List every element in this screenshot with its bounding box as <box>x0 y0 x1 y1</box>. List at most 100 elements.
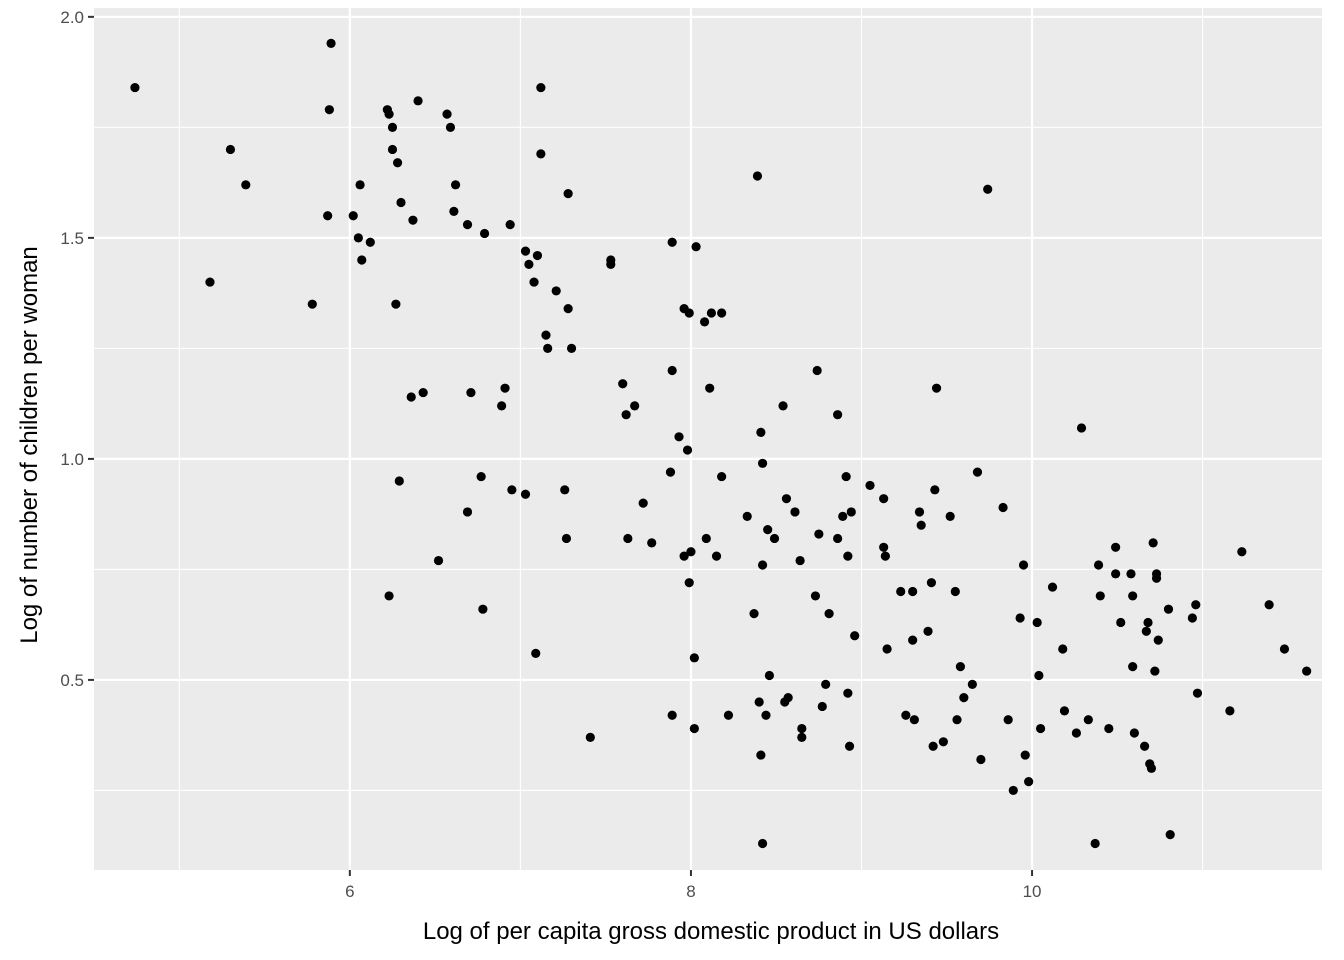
data-point <box>824 609 834 619</box>
data-point <box>1008 785 1018 796</box>
data-point <box>810 591 821 601</box>
data-point <box>606 259 616 269</box>
data-point <box>532 250 543 261</box>
plot-panel <box>94 8 1322 870</box>
data-point <box>621 410 631 420</box>
data-point <box>1104 723 1114 734</box>
data-point <box>880 551 890 561</box>
data-point <box>1071 728 1081 738</box>
data-point <box>843 551 853 561</box>
data-point <box>781 494 792 504</box>
data-point <box>1279 644 1290 654</box>
data-point <box>1090 838 1100 849</box>
data-point <box>391 299 401 309</box>
data-point <box>561 533 572 544</box>
data-point <box>926 578 937 588</box>
data-point <box>841 471 851 482</box>
data-point <box>355 180 365 190</box>
data-point <box>445 122 456 132</box>
data-point <box>392 158 403 168</box>
data-point <box>757 838 768 849</box>
data-point <box>955 662 966 672</box>
data-point <box>449 206 459 216</box>
data-point <box>972 467 983 477</box>
data-point <box>1225 706 1235 716</box>
data-point <box>764 670 775 681</box>
data-point <box>797 723 807 734</box>
data-point <box>387 122 398 132</box>
data-point <box>384 109 394 119</box>
data-point <box>931 383 942 393</box>
data-point <box>324 105 334 115</box>
data-point <box>783 693 793 703</box>
data-point <box>387 144 398 155</box>
data-point <box>536 82 546 93</box>
data-point <box>674 432 684 442</box>
data-point <box>757 560 768 570</box>
data-point <box>1093 560 1104 570</box>
data-point <box>908 635 918 645</box>
data-point <box>846 507 856 517</box>
data-point <box>348 211 358 221</box>
data-point <box>384 591 394 601</box>
data-point <box>908 586 918 597</box>
data-point <box>418 387 428 398</box>
data-point <box>541 330 551 340</box>
data-point <box>466 387 476 398</box>
data-point <box>1116 617 1126 628</box>
data-point <box>507 485 517 495</box>
data-point <box>717 471 727 482</box>
data-point <box>967 679 977 689</box>
data-point <box>563 303 573 314</box>
data-point <box>923 626 933 636</box>
data-point <box>566 343 577 353</box>
data-point <box>952 715 962 725</box>
y-tick-label: 0.5 <box>60 671 84 690</box>
data-point <box>1003 715 1013 725</box>
data-point <box>1153 635 1163 645</box>
data-point <box>769 533 780 544</box>
data-point <box>406 392 416 402</box>
data-point <box>560 485 570 495</box>
data-point <box>790 507 800 517</box>
data-point <box>1034 670 1044 681</box>
data-point <box>307 299 317 309</box>
data-point <box>1059 706 1070 716</box>
data-point <box>945 511 955 521</box>
y-tick-label: 2.0 <box>60 8 84 27</box>
x-tick-label: 10 <box>1023 882 1042 901</box>
data-point <box>1018 560 1029 570</box>
data-point <box>706 308 717 318</box>
data-point <box>757 458 768 468</box>
data-point <box>684 308 694 318</box>
data-point <box>817 701 827 712</box>
data-point <box>812 365 822 376</box>
data-point <box>476 471 486 482</box>
data-point <box>1143 617 1153 628</box>
data-point <box>901 710 911 720</box>
axis-ticks <box>88 15 1034 876</box>
data-point <box>531 648 541 658</box>
data-point <box>1148 538 1158 548</box>
data-point <box>667 365 677 376</box>
data-point <box>843 688 853 698</box>
data-point <box>705 383 715 393</box>
data-point <box>976 754 986 765</box>
data-point <box>462 507 473 517</box>
data-point <box>551 286 561 296</box>
data-point <box>520 246 531 256</box>
data-point <box>1163 604 1174 614</box>
data-point <box>928 741 938 751</box>
data-point <box>225 144 236 155</box>
data-point <box>500 383 510 393</box>
data-point <box>1032 617 1042 628</box>
data-point <box>1191 600 1201 610</box>
data-point <box>1111 542 1121 552</box>
minor-gridlines <box>94 8 1322 870</box>
data-point <box>930 485 940 495</box>
data-point <box>711 551 722 561</box>
data-point <box>1141 626 1151 636</box>
data-point <box>1035 723 1046 734</box>
data-point <box>754 697 764 707</box>
